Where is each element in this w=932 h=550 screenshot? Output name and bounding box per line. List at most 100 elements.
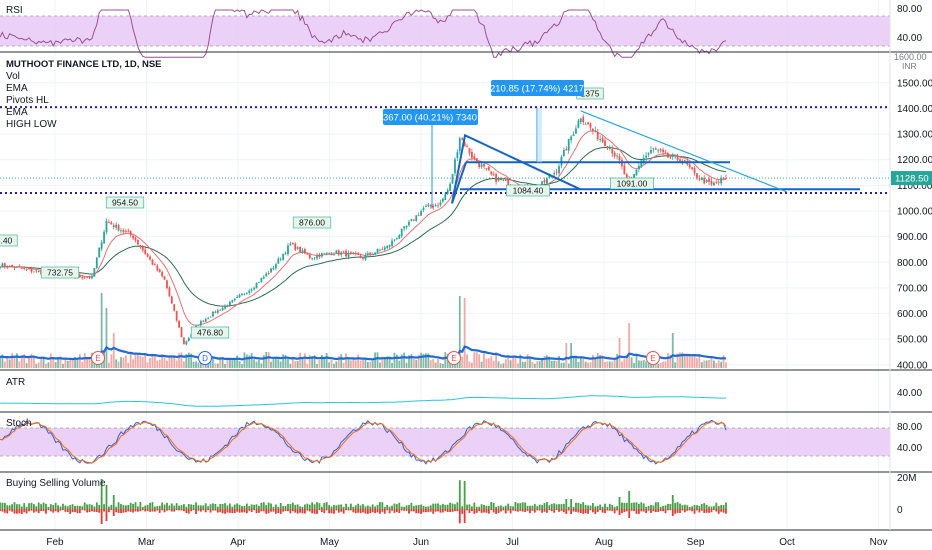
last-price-tag: 1128.50	[891, 171, 932, 186]
volume-bar	[553, 360, 556, 368]
candle-body	[122, 229, 125, 232]
volume-bar	[229, 358, 231, 368]
volume-bar	[705, 360, 708, 368]
selling-volume-bar	[548, 509, 551, 511]
selling-volume-bar	[47, 509, 50, 511]
selling-volume-bar	[105, 509, 108, 521]
legend-vol: Vol	[6, 71, 20, 82]
volume-bar	[129, 353, 132, 368]
earnings-marker[interactable]	[91, 351, 105, 365]
buying-volume-bar	[354, 505, 357, 509]
selling-volume-bar	[575, 509, 577, 512]
candle-body	[480, 164, 483, 167]
buying-volume-bar	[233, 504, 236, 509]
selling-volume-bar	[497, 509, 500, 514]
event-marker-label: D	[202, 354, 208, 363]
selling-volume-bar	[42, 509, 45, 512]
buying-volume-bar	[688, 506, 691, 509]
buying-volume-bar	[681, 505, 684, 509]
volume-bar	[458, 296, 461, 368]
candle-body	[444, 193, 447, 200]
buying-volume-bar	[258, 505, 260, 509]
volume-bar	[391, 363, 393, 368]
buying-volume-bar	[199, 505, 202, 509]
selling-volume-bar	[296, 509, 299, 514]
selling-volume-bar	[454, 509, 456, 512]
earnings-marker[interactable]	[646, 351, 660, 365]
candle-body	[139, 245, 142, 248]
volume-bar	[514, 355, 517, 368]
volume-bar	[6, 356, 9, 368]
buying-volume-bar	[628, 491, 631, 509]
volume-bar	[592, 354, 594, 368]
candle-body	[703, 177, 706, 184]
candle-body	[197, 325, 200, 326]
selling-volume-bar	[156, 509, 159, 511]
volume-bar	[662, 361, 664, 368]
candle-body	[567, 139, 570, 151]
candle-body	[381, 249, 384, 250]
volume-bar	[630, 357, 633, 368]
candle-body	[596, 131, 599, 140]
candle-body	[86, 277, 89, 279]
candle-body	[316, 255, 318, 259]
candle-body	[333, 253, 335, 255]
candle-body	[434, 205, 437, 207]
buying-volume-bar	[599, 504, 602, 509]
volume-bar	[112, 333, 115, 368]
candle-body	[28, 268, 30, 270]
price-axis[interactable]: 1500.00 1400.00 1300.00 1200.00 1100.00 1000.…	[897, 78, 932, 371]
selling-volume-bar	[311, 509, 314, 514]
selling-volume-bar	[679, 509, 681, 513]
volume-bar	[710, 357, 713, 368]
selling-volume-bar	[633, 509, 635, 512]
pivot-label: 476.80	[197, 328, 223, 338]
candle-body	[340, 252, 343, 255]
volume-bar	[241, 363, 243, 368]
selling-volume-bar	[253, 509, 255, 511]
candle-body	[422, 208, 425, 210]
volume-bar	[11, 353, 13, 368]
buying-selling-volume-bars	[0, 479, 727, 524]
candle-body	[330, 252, 333, 255]
buying-volume-bar	[45, 503, 47, 509]
candle-body	[282, 254, 285, 260]
selling-volume-bar	[115, 509, 118, 513]
selling-volume-bar	[274, 509, 277, 514]
volume-bar	[330, 360, 333, 368]
candle-body	[642, 157, 645, 162]
candle-body	[410, 218, 413, 221]
candle-body	[221, 307, 224, 311]
buying-volume-bar	[8, 505, 11, 509]
selling-volume-bar	[366, 509, 369, 514]
selling-volume-bar	[233, 509, 236, 514]
pivot-label: 1091.00	[617, 179, 648, 189]
candle-body	[354, 253, 357, 255]
pivot-label-bg	[105, 196, 145, 209]
selling-volume-bar	[229, 509, 231, 513]
volume-bar	[258, 359, 260, 368]
volume-bar	[219, 358, 222, 368]
dividend-marker[interactable]	[198, 351, 212, 365]
selling-volume-bar	[466, 509, 468, 511]
selling-volume-bar	[62, 509, 64, 511]
selling-volume-bar	[405, 509, 408, 511]
candle-body	[691, 167, 694, 170]
selling-volume-bar	[185, 509, 188, 514]
selling-volume-bar	[28, 509, 30, 512]
candle-body	[471, 151, 473, 158]
candle-body	[137, 239, 139, 245]
symbol-title: MUTHOOT FINANCE LTD, 1D, NSE	[6, 59, 162, 70]
time-axis[interactable]: Feb Mar Apr May Jun Jul Aug Sep Oct Nov	[46, 537, 887, 548]
volume-bar	[524, 361, 527, 368]
selling-volume-bar	[456, 509, 459, 512]
volume-bar	[316, 363, 318, 368]
buying-volume-bar	[166, 502, 168, 509]
buying-volume-bar	[69, 505, 72, 509]
candle-body	[700, 177, 703, 181]
earnings-marker[interactable]	[447, 351, 461, 365]
buying-volume-bar	[553, 503, 556, 509]
selling-volume-bar	[628, 509, 631, 518]
volume-bar	[633, 363, 635, 368]
